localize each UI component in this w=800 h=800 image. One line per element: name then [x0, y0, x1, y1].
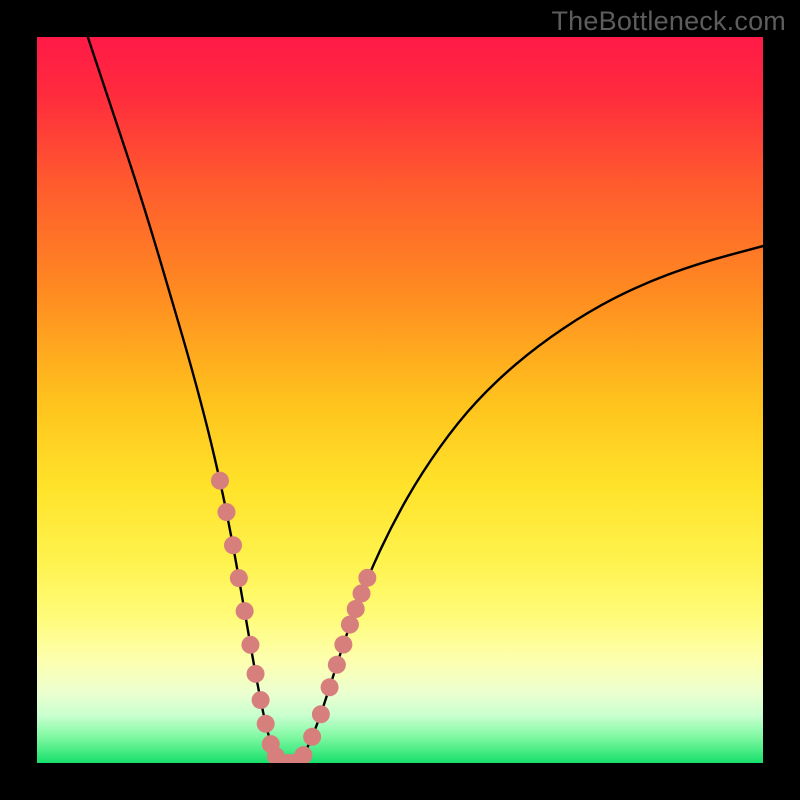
overlay-dot [341, 616, 359, 634]
overlay-dot [328, 656, 346, 674]
overlay-dot [257, 715, 275, 733]
overlay-dot [358, 569, 376, 587]
overlay-dot [230, 569, 248, 587]
overlay-dot [334, 636, 352, 654]
overlay-dot [236, 602, 254, 620]
overlay-dot [241, 636, 259, 654]
source-watermark: TheBottleneck.com [551, 6, 786, 37]
plot-area [37, 37, 763, 763]
overlay-dot [252, 691, 270, 709]
overlay-dot [224, 536, 242, 554]
overlay-dot [211, 472, 229, 490]
chart-frame: TheBottleneck.com [0, 0, 800, 800]
overlay-dot [321, 678, 339, 696]
overlay-dot [347, 600, 365, 618]
overlay-dot [247, 665, 265, 683]
plot-background [37, 37, 763, 763]
overlay-dot [303, 728, 321, 746]
plot-svg [37, 37, 763, 763]
overlay-dot [312, 705, 330, 723]
overlay-dot [353, 584, 371, 602]
overlay-dot [217, 503, 235, 521]
